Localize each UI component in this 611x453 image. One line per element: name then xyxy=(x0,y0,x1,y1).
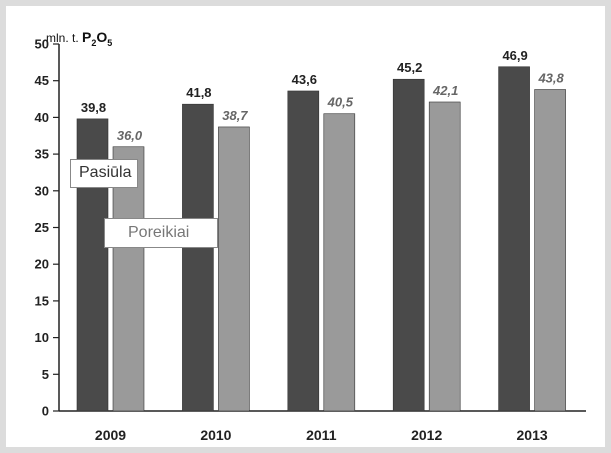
y-tick-label: 45 xyxy=(35,73,49,88)
data-label-demand-2011: 40,5 xyxy=(327,95,354,110)
y-unit-label: mln. t. P2O5 xyxy=(46,29,112,48)
y-unit-o: O xyxy=(96,29,107,45)
data-label-supply-2013: 46,9 xyxy=(502,48,527,63)
bar-demand-2010 xyxy=(218,126,250,412)
y-tick-label: 50 xyxy=(35,37,49,52)
y-unit-prefix: mln. t. xyxy=(46,31,82,45)
y-unit-o-sub: 5 xyxy=(107,38,112,48)
legend-supply-label: Pasiūla xyxy=(79,164,132,181)
y-tick-label: 0 xyxy=(42,404,49,419)
data-label-demand-2009: 36,0 xyxy=(117,128,143,143)
bars: 39,8 36,0 41,8 38,7 43,6 40,5 45,2 42,1 46,9 43,8 xyxy=(76,48,566,412)
x-tick-label-2009: 2009 xyxy=(95,427,126,443)
x-tick-label-2010: 2010 xyxy=(200,427,231,443)
bar-demand-2013 xyxy=(534,89,566,412)
x-tick-label-2013: 2013 xyxy=(517,427,548,443)
y-tick-label: 40 xyxy=(35,110,49,125)
bar-supply-2013 xyxy=(498,66,530,412)
bar-supply-2010 xyxy=(182,103,214,412)
data-label-supply-2010: 41,8 xyxy=(186,85,211,100)
bar-supply-2011 xyxy=(287,90,320,412)
y-unit-p: P xyxy=(82,29,91,45)
y-tick-label: 5 xyxy=(42,367,49,382)
bar-demand-2009 xyxy=(112,146,145,412)
data-label-demand-2012: 42,1 xyxy=(432,83,458,98)
data-label-supply-2011: 43,6 xyxy=(292,72,317,87)
y-tick-label: 25 xyxy=(35,220,49,235)
data-label-demand-2010: 38,7 xyxy=(222,108,248,123)
y-tick-label: 15 xyxy=(35,293,49,308)
y-tick-label: 10 xyxy=(35,330,49,345)
y-ticks: 0 5 10 15 20 25 30 35 40 45 50 xyxy=(35,37,59,419)
legend-demand: Poreikiai xyxy=(104,218,218,248)
data-label-supply-2012: 45,2 xyxy=(397,60,422,75)
bar-demand-2012 xyxy=(428,101,461,412)
x-tick-label-2011: 2011 xyxy=(306,427,337,443)
data-label-supply-2009: 39,8 xyxy=(81,100,106,115)
legend-demand-label: Poreikiai xyxy=(128,224,190,241)
x-ticks: 2009 2010 2011 2012 2013 xyxy=(95,427,548,443)
bar-demand-2011 xyxy=(323,113,356,412)
y-unit-p-sub: 2 xyxy=(91,38,96,48)
data-label-demand-2013: 43,8 xyxy=(537,71,564,86)
bar-supply-2012 xyxy=(392,78,425,412)
y-tick-label: 20 xyxy=(35,257,49,272)
y-tick-label: 30 xyxy=(35,183,49,198)
y-tick-label: 35 xyxy=(35,147,49,162)
x-tick-label-2012: 2012 xyxy=(411,427,442,443)
legend-supply: Pasiūla xyxy=(70,159,138,188)
